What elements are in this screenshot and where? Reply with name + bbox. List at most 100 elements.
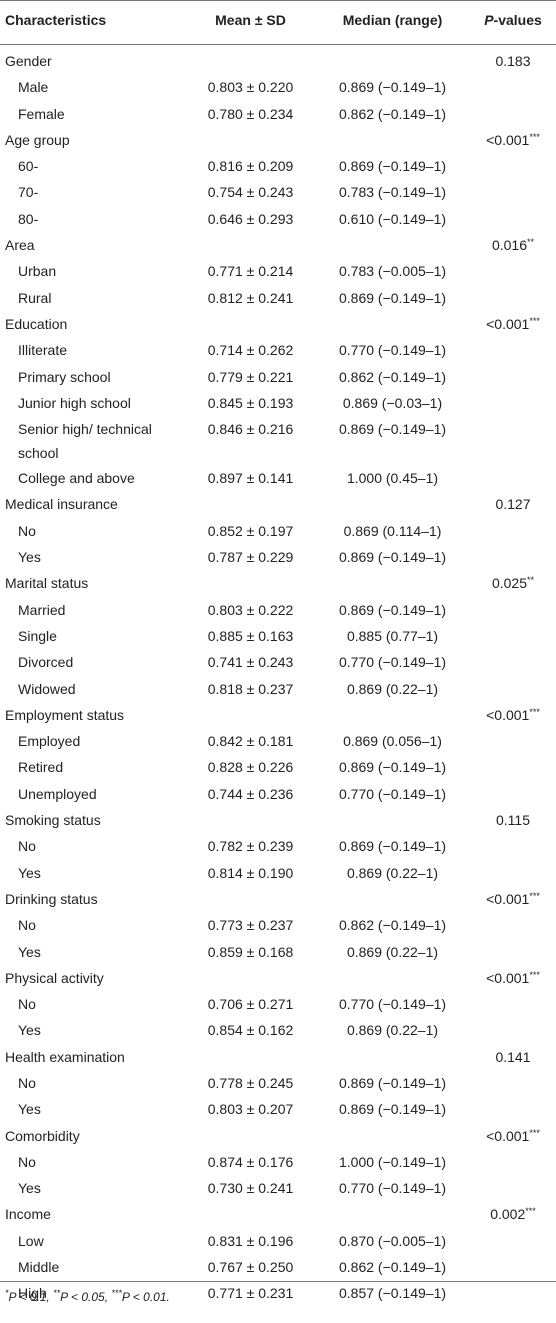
characteristic-label: Illiterate bbox=[18, 342, 68, 359]
median-range-cell: 0.869 (−0.149–1) bbox=[338, 1074, 447, 1091]
mean-sd-cell: 0.779 ± 0.221 bbox=[207, 368, 294, 385]
footnote-mark-2: ** bbox=[53, 1288, 61, 1298]
significance-mark: *** bbox=[525, 1206, 536, 1217]
significance-mark: ** bbox=[527, 237, 535, 248]
characteristic-label: No bbox=[18, 1153, 36, 1170]
characteristic-label: Widowed bbox=[18, 680, 76, 697]
mean-sd-cell: 0.874 ± 0.176 bbox=[207, 1153, 294, 1170]
characteristic-label: Divorced bbox=[18, 654, 74, 671]
mean-sd-cell: 0.818 ± 0.237 bbox=[207, 680, 294, 697]
significance-mark: *** bbox=[529, 706, 540, 717]
median-range-cell: 0.783 (−0.005–1) bbox=[338, 263, 447, 280]
table-group-row: Education <0.001*** bbox=[0, 311, 556, 337]
table-row: No 0.778 ± 0.245 0.869 (−0.149–1) bbox=[0, 1070, 556, 1096]
characteristic-label: Rural bbox=[18, 289, 52, 306]
mean-sd-cell: 0.828 ± 0.226 bbox=[207, 759, 294, 776]
table-row: No 0.874 ± 0.176 1.000 (−0.149–1) bbox=[0, 1149, 556, 1175]
mean-sd-cell: 0.771 ± 0.214 bbox=[207, 263, 294, 280]
table-group-row: Physical activity <0.001*** bbox=[0, 965, 556, 991]
p-value-text: 0.016 bbox=[491, 237, 528, 254]
median-range-cell: 0.869 (−0.149–1) bbox=[338, 601, 447, 618]
footnote-text-3: P < 0.01. bbox=[121, 1290, 170, 1304]
table-row: Middle 0.767 ± 0.250 0.862 (−0.149–1) bbox=[0, 1254, 556, 1280]
p-value-cell: 0.002*** bbox=[470, 1201, 556, 1227]
table-row: Male 0.803 ± 0.220 0.869 (−0.149–1) bbox=[0, 74, 556, 100]
table-row: Yes 0.859 ± 0.168 0.869 (0.22–1) bbox=[0, 939, 556, 965]
median-range-cell: 0.869 (−0.149–1) bbox=[338, 421, 447, 438]
mean-sd-cell: 0.812 ± 0.241 bbox=[207, 289, 294, 306]
table-row: Divorced 0.741 ± 0.243 0.770 (−0.149–1) bbox=[0, 649, 556, 675]
mean-sd-cell: 0.842 ± 0.181 bbox=[207, 733, 294, 750]
median-range-cell: 0.869 (−0.149–1) bbox=[338, 549, 447, 566]
table-group-row: Income 0.002*** bbox=[0, 1201, 556, 1227]
mean-sd-cell: 0.706 ± 0.271 bbox=[207, 996, 294, 1013]
characteristic-label: Area bbox=[5, 237, 35, 254]
median-range-cell: 0.770 (−0.149–1) bbox=[338, 342, 447, 359]
table-row: Unemployed 0.744 ± 0.236 0.770 (−0.149–1) bbox=[0, 781, 556, 807]
p-value-cell: <0.001*** bbox=[470, 886, 556, 912]
p-value-text: 0.002 bbox=[490, 1206, 526, 1223]
header-median-range: Median (range) bbox=[342, 12, 443, 28]
characteristic-label: Education bbox=[5, 315, 68, 332]
characteristic-label: Single bbox=[18, 627, 57, 644]
mean-sd-cell: 0.803 ± 0.207 bbox=[207, 1101, 294, 1118]
characteristic-label: Drinking status bbox=[5, 890, 98, 907]
p-value-cell: <0.001*** bbox=[470, 702, 556, 728]
median-range-cell: 0.869 (−0.149–1) bbox=[338, 759, 447, 776]
characteristic-label: Yes bbox=[18, 864, 41, 881]
significance-mark: *** bbox=[529, 315, 540, 326]
characteristic-label: Comorbidity bbox=[5, 1127, 80, 1144]
significance-mark: *** bbox=[529, 131, 540, 142]
characteristic-label: Yes bbox=[18, 549, 41, 566]
table-row: Employed 0.842 ± 0.181 0.869 (0.056–1) bbox=[0, 728, 556, 754]
median-range-cell: 0.869 (0.22–1) bbox=[346, 864, 439, 881]
p-value-cell: 0.141 bbox=[470, 1044, 556, 1070]
median-range-cell: 0.770 (−0.149–1) bbox=[338, 785, 447, 802]
characteristic-label: Urban bbox=[18, 263, 57, 280]
table-group-row: Marital status 0.025** bbox=[0, 570, 556, 596]
table-row: No 0.852 ± 0.197 0.869 (0.114–1) bbox=[0, 518, 556, 544]
characteristic-label: Marital status bbox=[5, 575, 89, 592]
characteristic-label: Retired bbox=[18, 759, 64, 776]
table-row: College and above 0.897 ± 0.141 1.000 (0.4… bbox=[0, 465, 556, 491]
median-range-cell: 0.869 (0.22–1) bbox=[346, 943, 439, 960]
p-value-text: <0.001 bbox=[486, 315, 530, 332]
table-row: Married 0.803 ± 0.222 0.869 (−0.149–1) bbox=[0, 597, 556, 623]
mean-sd-cell: 0.859 ± 0.168 bbox=[207, 943, 294, 960]
p-value-cell: 0.025** bbox=[470, 570, 556, 596]
significance-mark: *** bbox=[529, 890, 540, 901]
table-body: Gender 0.183 Male 0.803 ± 0.220 0.869 (−0.14… bbox=[0, 48, 556, 1307]
significance-mark: ** bbox=[527, 575, 535, 586]
footnote-mark-1: * bbox=[5, 1288, 9, 1298]
characteristic-label: Employed bbox=[18, 733, 81, 750]
mean-sd-cell: 0.803 ± 0.220 bbox=[207, 79, 294, 96]
p-value-text: <0.001 bbox=[486, 1127, 530, 1144]
table-row: Rural 0.812 ± 0.241 0.869 (−0.149–1) bbox=[0, 285, 556, 311]
characteristic-label: 60- bbox=[18, 158, 39, 175]
characteristic-label: No bbox=[18, 522, 36, 539]
p-value-cell: 0.016** bbox=[470, 232, 556, 258]
table-row: 60- 0.816 ± 0.209 0.869 (−0.149–1) bbox=[0, 153, 556, 179]
mean-sd-cell: 0.816 ± 0.209 bbox=[207, 158, 294, 175]
median-range-cell: 0.783 (−0.149–1) bbox=[338, 184, 447, 201]
table-row: Widowed 0.818 ± 0.237 0.869 (0.22–1) bbox=[0, 676, 556, 702]
table-group-row: Comorbidity <0.001*** bbox=[0, 1123, 556, 1149]
characteristic-label: Yes bbox=[18, 1022, 41, 1039]
mean-sd-cell: 0.741 ± 0.243 bbox=[207, 654, 294, 671]
table-row: Junior high school 0.845 ± 0.193 0.869 (−0… bbox=[0, 390, 556, 416]
table-row: Yes 0.730 ± 0.241 0.770 (−0.149–1) bbox=[0, 1175, 556, 1201]
mean-sd-cell: 0.831 ± 0.196 bbox=[207, 1232, 294, 1249]
characteristic-label: Yes bbox=[18, 943, 41, 960]
characteristic-label: Junior high school bbox=[18, 394, 131, 411]
mean-sd-cell: 0.803 ± 0.222 bbox=[207, 601, 294, 618]
mean-sd-cell: 0.814 ± 0.190 bbox=[207, 864, 294, 881]
header-rule bbox=[0, 44, 556, 45]
table-row: Yes 0.854 ± 0.162 0.869 (0.22–1) bbox=[0, 1017, 556, 1043]
characteristic-label: Employment status bbox=[5, 706, 125, 723]
table-row: Single 0.885 ± 0.163 0.885 (0.77–1) bbox=[0, 623, 556, 649]
characteristic-label: Smoking status bbox=[5, 812, 101, 829]
table-row: Senior high/ technical school 0.846 ± 0.2… bbox=[0, 416, 556, 465]
median-range-cell: 0.857 (−0.149–1) bbox=[338, 1285, 447, 1302]
mean-sd-cell: 0.771 ± 0.231 bbox=[207, 1285, 294, 1302]
table-row: Yes 0.814 ± 0.190 0.869 (0.22–1) bbox=[0, 860, 556, 886]
